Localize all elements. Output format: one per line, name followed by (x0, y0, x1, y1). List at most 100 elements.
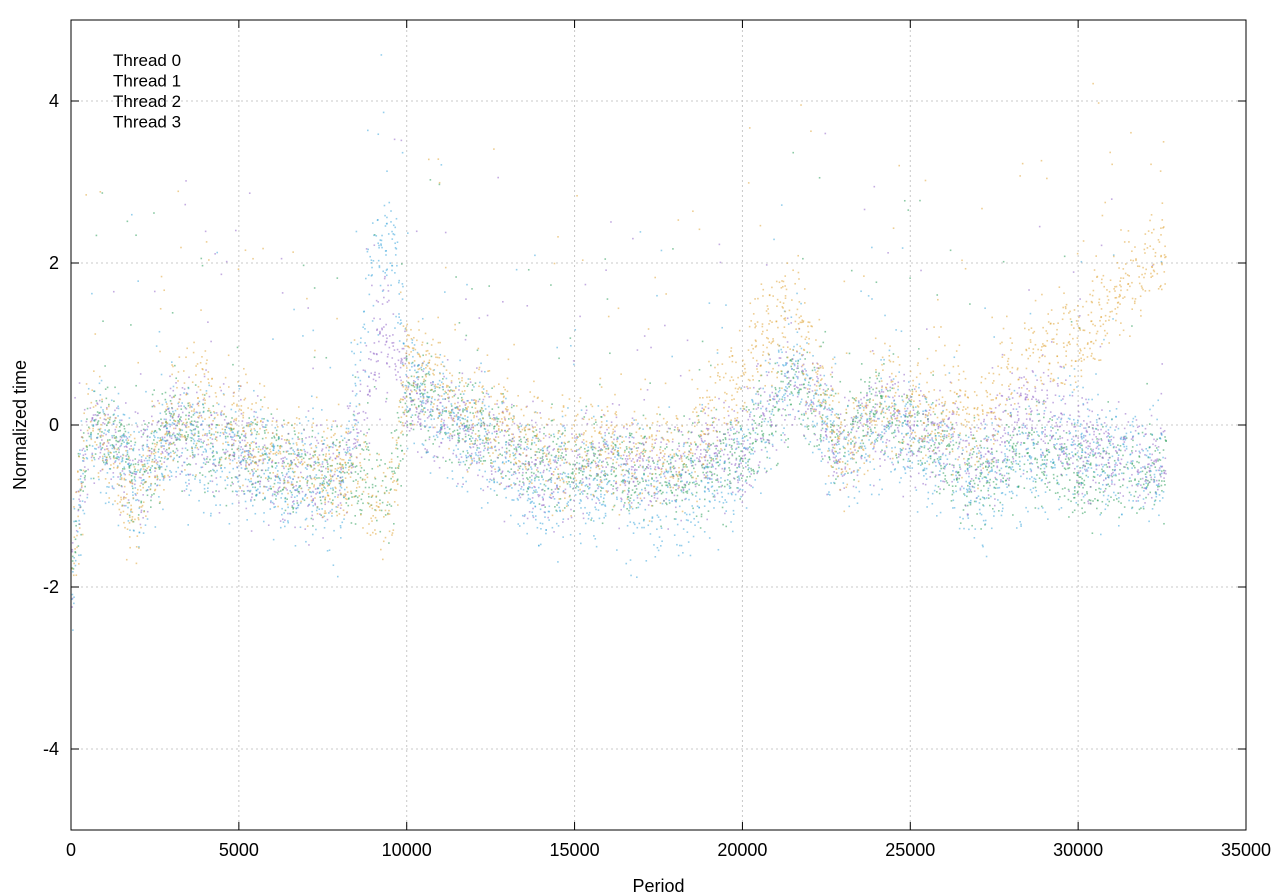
data-point (415, 230, 418, 233)
data-point (108, 429, 110, 431)
data-point (526, 477, 528, 479)
data-point (765, 407, 768, 410)
data-point (379, 499, 381, 501)
data-point (894, 417, 896, 420)
data-point (868, 381, 871, 383)
data-point (1093, 454, 1096, 456)
data-point (856, 409, 859, 412)
data-point (360, 498, 363, 501)
data-point (356, 496, 359, 499)
data-point (470, 440, 473, 442)
data-point (185, 442, 188, 445)
data-point (628, 487, 630, 490)
data-point (410, 389, 412, 392)
data-point (856, 474, 859, 477)
data-point (126, 220, 129, 223)
data-point (96, 421, 99, 424)
data-point (905, 413, 907, 415)
data-point (993, 457, 996, 459)
data-point (723, 448, 726, 451)
data-point (142, 483, 144, 486)
data-point (551, 419, 554, 422)
data-point (1135, 483, 1138, 486)
data-point (508, 478, 511, 480)
data-point (280, 438, 283, 440)
data-point (829, 458, 831, 461)
data-point (979, 480, 981, 483)
data-point (744, 465, 747, 468)
data-point (249, 423, 251, 426)
data-point (789, 403, 792, 406)
data-point (1145, 496, 1147, 499)
data-point (763, 391, 766, 393)
data-point (1116, 452, 1118, 454)
data-point (620, 480, 623, 483)
data-point (84, 501, 86, 503)
data-point (1141, 477, 1144, 480)
data-point (848, 352, 851, 355)
data-point (1153, 460, 1155, 463)
data-point (595, 421, 597, 424)
data-point (854, 420, 857, 423)
data-point (261, 437, 264, 440)
data-point (887, 395, 890, 398)
data-point (993, 493, 996, 495)
data-point (151, 494, 153, 496)
data-point (1051, 416, 1054, 418)
data-point (163, 425, 166, 428)
data-point (682, 489, 685, 492)
data-point (101, 192, 104, 194)
data-point (965, 446, 967, 448)
data-point (502, 410, 504, 413)
data-point (169, 435, 171, 438)
data-point (471, 389, 474, 391)
data-point (868, 422, 871, 425)
data-point (995, 450, 998, 453)
data-point (1046, 397, 1049, 400)
data-point (252, 421, 254, 424)
data-point (314, 488, 317, 490)
data-point (500, 472, 502, 475)
data-point (296, 465, 299, 468)
data-point (1012, 457, 1015, 460)
data-point (593, 455, 596, 457)
data-point (1030, 413, 1032, 416)
data-point (796, 391, 799, 394)
data-point (432, 426, 435, 429)
data-point (539, 440, 542, 442)
data-point (875, 281, 878, 284)
data-point (836, 438, 839, 441)
data-point (808, 443, 810, 446)
data-point (518, 428, 520, 431)
data-point (307, 410, 310, 412)
data-point (293, 430, 296, 432)
data-point (1122, 472, 1125, 475)
data-point (232, 442, 235, 445)
data-point (886, 383, 889, 385)
data-point (705, 451, 708, 453)
data-point (311, 482, 313, 485)
data-point (788, 382, 790, 384)
data-point (1086, 422, 1088, 425)
data-point (828, 456, 831, 459)
data-point (114, 409, 116, 412)
data-point (1025, 396, 1027, 398)
data-point (103, 453, 106, 456)
data-point (1080, 454, 1083, 457)
data-point (1113, 483, 1116, 486)
data-point (695, 491, 698, 494)
data-point (955, 421, 958, 424)
data-point (1157, 460, 1159, 462)
data-point (74, 551, 77, 553)
data-point (542, 461, 544, 463)
data-point (161, 445, 164, 447)
data-point (285, 473, 288, 476)
data-point (575, 450, 578, 453)
data-point (912, 453, 915, 455)
data-point (775, 401, 778, 403)
data-point (639, 481, 641, 484)
data-point (464, 435, 467, 438)
data-point (336, 277, 339, 279)
data-point (1146, 382, 1148, 385)
data-point (753, 470, 755, 473)
